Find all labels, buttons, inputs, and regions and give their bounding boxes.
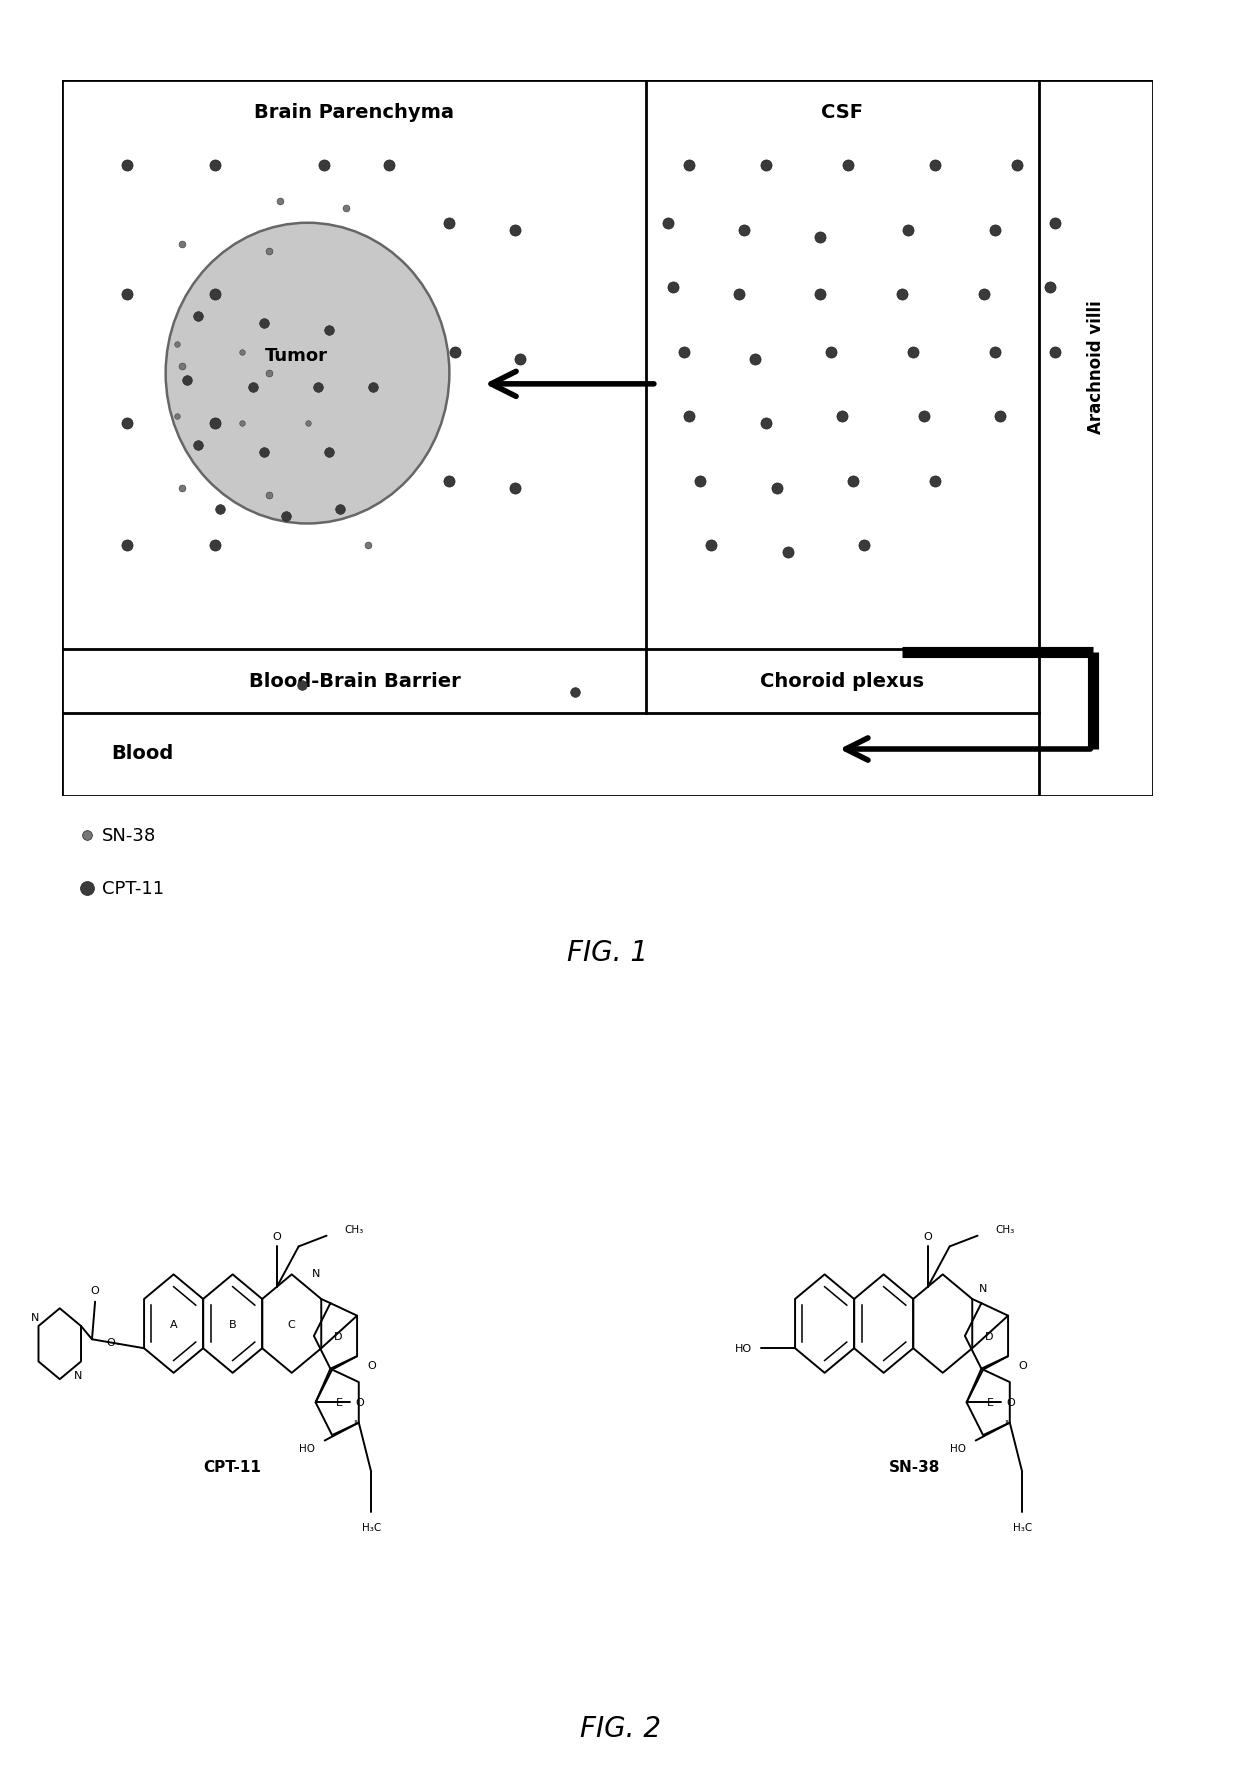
- Text: O: O: [924, 1231, 932, 1242]
- Text: H₃C: H₃C: [1013, 1522, 1032, 1533]
- Text: Choroid plexus: Choroid plexus: [760, 673, 924, 691]
- Text: Blood-Brain Barrier: Blood-Brain Barrier: [248, 673, 460, 691]
- Text: Arachnoid villi: Arachnoid villi: [1087, 301, 1105, 433]
- Text: O: O: [356, 1397, 365, 1408]
- Text: N: N: [980, 1283, 987, 1293]
- Text: N: N: [31, 1313, 40, 1322]
- Text: CH₃: CH₃: [994, 1224, 1014, 1234]
- Text: O: O: [367, 1360, 376, 1370]
- Text: A: A: [170, 1318, 177, 1329]
- Text: HO: HO: [950, 1444, 966, 1453]
- Text: '': '': [353, 1419, 358, 1428]
- Text: Blood: Blood: [112, 744, 174, 762]
- Text: N: N: [311, 1268, 320, 1279]
- Text: O: O: [107, 1336, 115, 1347]
- Text: O: O: [91, 1285, 99, 1295]
- Text: SN-38: SN-38: [889, 1460, 940, 1474]
- Text: N: N: [73, 1370, 82, 1379]
- Text: D: D: [334, 1331, 342, 1342]
- Text: HO: HO: [299, 1444, 315, 1453]
- Text: CSF: CSF: [821, 104, 863, 122]
- Text: CPT-11: CPT-11: [102, 880, 165, 898]
- Text: H₃C: H₃C: [362, 1522, 381, 1533]
- Text: CH₃: CH₃: [343, 1224, 363, 1234]
- Text: E: E: [987, 1397, 994, 1408]
- Text: O: O: [1018, 1360, 1027, 1370]
- Ellipse shape: [166, 224, 449, 524]
- Text: HO: HO: [734, 1344, 751, 1354]
- Text: '': '': [1004, 1419, 1009, 1428]
- Text: D: D: [985, 1331, 993, 1342]
- Text: FIG. 1: FIG. 1: [567, 939, 649, 966]
- Text: CPT-11: CPT-11: [203, 1460, 262, 1474]
- Text: E: E: [336, 1397, 343, 1408]
- Text: Brain Parenchyma: Brain Parenchyma: [254, 104, 454, 122]
- Text: O: O: [1007, 1397, 1016, 1408]
- Text: SN-38: SN-38: [102, 827, 156, 844]
- Text: B: B: [229, 1318, 237, 1329]
- Text: Tumor: Tumor: [265, 347, 329, 365]
- Text: O: O: [273, 1231, 281, 1242]
- Text: C: C: [288, 1318, 295, 1329]
- Text: FIG. 2: FIG. 2: [579, 1714, 661, 1742]
